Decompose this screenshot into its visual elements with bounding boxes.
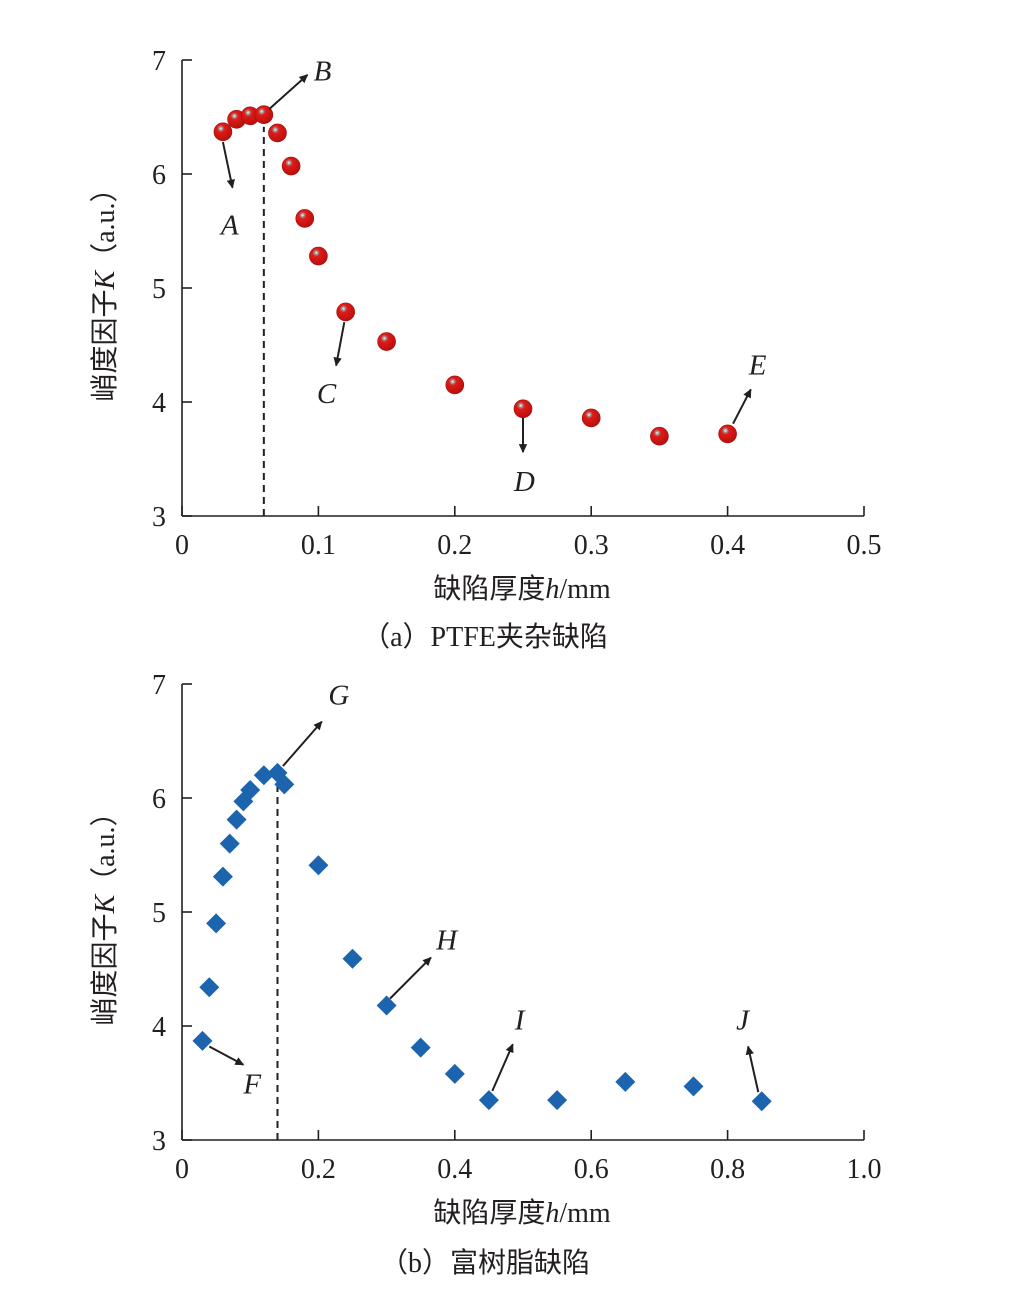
data-point (718, 424, 737, 444)
y-tick-label: 7 (152, 670, 166, 701)
data-point (281, 156, 301, 176)
y-tick-label: 4 (152, 388, 166, 419)
x-tick-label: 0.8 (710, 1154, 745, 1185)
data-point (478, 1090, 499, 1111)
annotations-a: A B C D E (219, 56, 767, 498)
data-point (410, 1037, 431, 1058)
data-point (547, 1090, 568, 1111)
data-point (219, 833, 240, 854)
data-point (295, 209, 315, 228)
data-point (342, 948, 363, 969)
annotations-b: F G H I J (208, 680, 760, 1100)
data-point (309, 246, 328, 266)
annotation-arrow (221, 141, 235, 189)
annotation-label: E (748, 350, 767, 382)
annotation-label: J (736, 1004, 750, 1036)
annotation-label: C (317, 378, 337, 410)
x-tick-label: 0 (175, 530, 189, 561)
y-tick-label: 7 (152, 46, 166, 77)
data-point (336, 302, 355, 322)
data-point (254, 105, 274, 125)
annotation-arrow (268, 74, 309, 110)
x-tick-label: 0.4 (710, 530, 745, 561)
x-tick-label: 1.0 (847, 1154, 882, 1185)
y-axis-label-a: 峭度因子K（a.u.） (89, 174, 121, 401)
data-point (206, 913, 227, 934)
data-point (615, 1071, 636, 1092)
caption-b: （b）富树脂缺陷 (380, 1247, 590, 1279)
annotation-arrow (208, 1045, 245, 1066)
annotation-label: H (435, 925, 459, 957)
x-tick-label: 0 (175, 1154, 189, 1185)
annotation-label: I (514, 1004, 526, 1036)
data-point (683, 1076, 704, 1097)
data-point (751, 1091, 772, 1112)
annotation-label: B (314, 56, 332, 88)
annotation-label: A (219, 209, 239, 241)
y-tick-label: 6 (152, 784, 166, 815)
annotation-label: F (242, 1068, 261, 1100)
x-tick-label: 0.5 (847, 530, 882, 561)
data-point (377, 332, 396, 351)
axes-a: 3 4 5 6 7 0 0.1 0.2 0.3 0.4 0.5 (152, 46, 882, 561)
y-tick-label: 3 (152, 502, 166, 533)
data-points-a (213, 105, 737, 516)
annotation-label: D (513, 466, 535, 498)
data-point (199, 977, 220, 998)
x-tick-label: 0.2 (437, 530, 472, 561)
x-axis-label-b: 缺陷厚度h/mm (433, 1197, 611, 1229)
x-tick-label: 0.3 (574, 530, 609, 561)
y-tick-label: 4 (152, 1012, 166, 1043)
data-point (308, 855, 329, 876)
x-tick-label: 0.1 (301, 530, 336, 561)
data-point (240, 780, 261, 801)
data-point (513, 399, 533, 419)
annotation-label: G (328, 680, 349, 712)
data-point (268, 123, 287, 143)
annotation-arrow (491, 1043, 514, 1092)
annotation-arrow (333, 322, 346, 367)
annotation-arrow (282, 720, 323, 767)
y-tick-label: 5 (152, 274, 166, 305)
data-point (253, 765, 274, 786)
data-point (444, 1063, 465, 1084)
data-point (376, 995, 397, 1016)
annotation-arrow (389, 956, 432, 1000)
data-point (226, 809, 247, 830)
data-points-b (192, 762, 772, 1140)
data-point (581, 408, 601, 428)
y-axis-label-b: 峭度因子K（a.u.） (89, 798, 121, 1025)
y-tick-label: 6 (152, 160, 166, 191)
x-axis-label-a: 缺陷厚度h/mm (433, 573, 611, 605)
y-tick-label: 3 (152, 1126, 166, 1157)
data-point (274, 774, 295, 795)
data-point (650, 426, 669, 446)
data-point (445, 375, 465, 395)
axes-b: 3 4 5 6 7 0 0.2 0.4 0.6 0.8 1.0 (152, 670, 882, 1185)
x-tick-label: 0.6 (574, 1154, 609, 1185)
x-tick-label: 0.2 (301, 1154, 336, 1185)
data-point (213, 122, 233, 142)
annotation-arrow (745, 1045, 760, 1093)
data-point (192, 1030, 213, 1051)
annotation-arrow (732, 388, 752, 425)
x-tick-label: 0.4 (437, 1154, 472, 1185)
data-point (212, 866, 233, 887)
caption-a: （a）PTFE夹杂缺陷 (362, 621, 608, 653)
y-tick-label: 5 (152, 898, 166, 929)
